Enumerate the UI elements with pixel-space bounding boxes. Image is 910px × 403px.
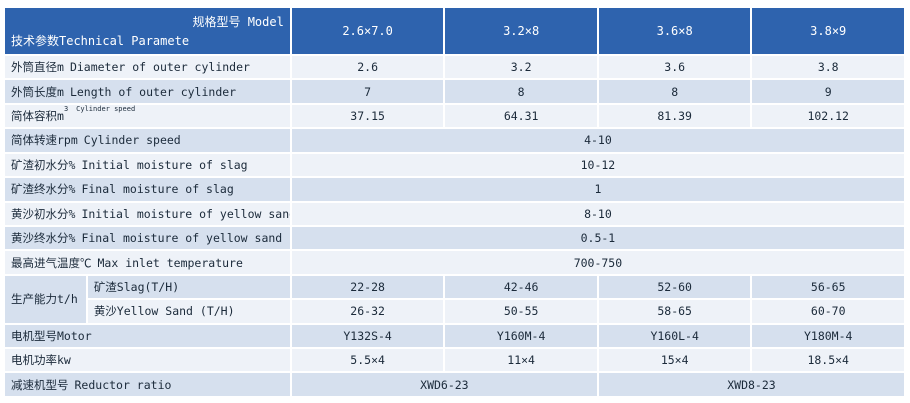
row-label: 电机功率kw bbox=[11, 353, 71, 368]
header-corner-cell: 规格型号 Model 技术参数Technical Paramete bbox=[5, 8, 290, 54]
table-cell: Y132S-4 bbox=[343, 328, 392, 343]
model-header: 3.8×9 bbox=[752, 8, 904, 54]
row-label: 外筒长度m Length of outer cylinder bbox=[5, 80, 290, 102]
table-cell: 700-750 bbox=[573, 255, 623, 270]
model-header: 3.6×8 bbox=[598, 8, 751, 54]
label-en: Cylinder speed bbox=[83, 133, 181, 148]
table-cell: 3.6 bbox=[664, 60, 686, 75]
table-cell: 0.5-1 bbox=[580, 231, 616, 246]
table-row: 黄沙初水分% Initial moisture of yellow sand 8-… bbox=[5, 202, 904, 225]
row-label: 最高进气温度℃ Max inlet temperature bbox=[5, 251, 290, 273]
table-cell: 26-32 bbox=[350, 304, 385, 319]
row-label: 电机型号Motor bbox=[11, 328, 92, 343]
label-zh: 矿渣初水分% bbox=[11, 157, 76, 172]
label-en: Initial moisture of yellow sand bbox=[81, 206, 290, 221]
row-label: 减速机型号 Reductor ratio bbox=[5, 373, 290, 396]
table-cell: 5.5×4 bbox=[350, 353, 385, 368]
spec-table: 规格型号 Model 技术参数Technical Paramete 2.6×7.… bbox=[3, 6, 906, 398]
model-label: 规格型号 Model bbox=[192, 15, 284, 29]
table-row: 电机功率kw 5.5×4 11×4 15×4 18.5×4 bbox=[5, 349, 904, 372]
model-header: 3.2×8 bbox=[445, 8, 597, 54]
table-row: 生产能力t/h 矿渣Slag(T/H) 22-28 42-46 52-60 56… bbox=[5, 275, 904, 306]
model-header: 2.6×7.0 bbox=[291, 8, 444, 54]
table-cell: 11×4 bbox=[507, 353, 535, 368]
table-cell: 3.2 bbox=[510, 60, 532, 75]
table-row: 矿渣终水分% Final moisture of slag 1 bbox=[5, 178, 904, 201]
table-row: 黄沙Yellow Sand (T/H) 26-32 50-55 58-65 60… bbox=[5, 300, 904, 323]
table-row: 矿渣初水分% Initial moisture of slag 10-12 bbox=[5, 153, 904, 177]
table-cell: 102.12 bbox=[807, 109, 849, 124]
table-cell: 1 bbox=[594, 182, 602, 197]
label-en: Initial moisture of slag bbox=[81, 157, 248, 172]
capacity-label: 生产能力t/h bbox=[11, 292, 78, 307]
row-label: 矿渣初水分% Initial moisture of slag bbox=[5, 154, 290, 176]
label-note: Cylinder speed bbox=[76, 105, 136, 114]
table-row: 最高进气温度℃ Max inlet temperature 700-750 bbox=[5, 251, 904, 274]
table-row: 简体转速rpm Cylinder speed 4-10 bbox=[5, 129, 904, 152]
row-label: 黄沙终水分% Final moisture of yellow sand bbox=[5, 227, 290, 249]
table-cell: 8-10 bbox=[584, 206, 612, 221]
table-cell: 64.31 bbox=[503, 109, 539, 124]
label-en: Length of outer cylinder bbox=[69, 84, 237, 99]
label-zh: 黄沙初水分% bbox=[11, 206, 76, 221]
table-cell: Y160L-4 bbox=[650, 328, 699, 343]
table-row: 电机型号Motor Y132S-4 Y160M-4 Y160L-4 Y180M-… bbox=[5, 324, 904, 348]
table-cell: 50-55 bbox=[503, 304, 539, 319]
row-label: 外筒直径m Diameter of outer cylinder bbox=[5, 56, 290, 78]
row-label: 简体容积m3 Cylinder speed bbox=[5, 105, 290, 127]
table-cell: 4-10 bbox=[584, 133, 612, 148]
table-row: 简体容积m3 Cylinder speed 37.15 64.31 81.39 1… bbox=[5, 104, 904, 128]
row-label: 简体转速rpm Cylinder speed bbox=[5, 129, 290, 151]
table-cell: 15×4 bbox=[660, 353, 689, 368]
label-superscript: 3 bbox=[63, 105, 69, 114]
table-cell: 3.8 bbox=[817, 60, 839, 75]
label-zh: 外筒直径m bbox=[11, 60, 64, 75]
table-row: 外筒长度m Length of outer cylinder 7 8 8 9 bbox=[5, 80, 904, 103]
label-en: Diameter of outer cylinder bbox=[69, 60, 250, 75]
table-row: 黄沙终水分% Final moisture of yellow sand 0.5-… bbox=[5, 226, 904, 250]
label-zh: 简体转速rpm bbox=[11, 133, 78, 148]
capacity-sub-label: 黄沙Yellow Sand (T/H) bbox=[93, 304, 235, 319]
table-cell: Y180M-4 bbox=[803, 328, 853, 343]
table-cell: XWD8-23 bbox=[727, 377, 776, 392]
label-en: Reductor ratio bbox=[74, 377, 172, 392]
label-zh: 简体容积m bbox=[11, 109, 64, 124]
table-cell: 58-65 bbox=[657, 304, 692, 319]
table-cell: 22-28 bbox=[350, 280, 385, 294]
table-cell: 9 bbox=[824, 84, 832, 99]
table-cell: 60-70 bbox=[810, 304, 846, 319]
table-cell: XWD6-23 bbox=[420, 377, 469, 392]
table-cell: 52-60 bbox=[657, 280, 692, 294]
table-row: 减速机型号 Reductor ratio XWD6-23 XWD8-23 bbox=[5, 373, 904, 396]
label-zh: 黄沙终水分% bbox=[11, 231, 76, 246]
capacity-sub-label: 矿渣Slag(T/H) bbox=[93, 280, 180, 294]
label-zh: 减速机型号 bbox=[11, 377, 69, 392]
table-cell: 56-65 bbox=[810, 280, 846, 294]
table-cell: 37.15 bbox=[350, 109, 385, 124]
label-zh: 外筒长度m bbox=[11, 84, 64, 99]
table-cell: 18.5×4 bbox=[807, 353, 849, 368]
param-label: 技术参数Technical Paramete bbox=[11, 34, 190, 48]
table-cell: 81.39 bbox=[657, 109, 692, 124]
label-en: Max inlet temperature bbox=[97, 255, 243, 270]
table-cell: 42-46 bbox=[503, 280, 539, 294]
table-cell: 8 bbox=[671, 84, 679, 99]
row-label: 黄沙初水分% Initial moisture of yellow sand bbox=[5, 203, 290, 225]
table-row: 外筒直径m Diameter of outer cylinder 2.6 3.2 … bbox=[5, 56, 904, 79]
table-cell: 7 bbox=[364, 84, 372, 99]
label-en: Final moisture of yellow sand bbox=[81, 231, 283, 246]
row-label: 矿渣终水分% Final moisture of slag bbox=[5, 178, 290, 200]
label-zh: 矿渣终水分% bbox=[11, 182, 76, 197]
label-zh: 最高进气温度℃ bbox=[11, 255, 92, 270]
table-cell: 2.6 bbox=[357, 60, 378, 75]
table-cell: 10-12 bbox=[580, 157, 616, 172]
header-row: 规格型号 Model 技术参数Technical Paramete 2.6×7.… bbox=[5, 8, 904, 54]
label-en: Final moisture of slag bbox=[81, 182, 234, 197]
table-cell: 8 bbox=[517, 84, 525, 99]
table-cell: Y160M-4 bbox=[496, 328, 546, 343]
